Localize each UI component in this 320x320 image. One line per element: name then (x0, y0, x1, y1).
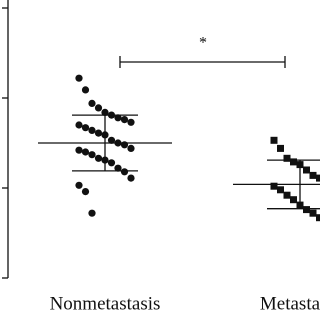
data-point (107, 136, 116, 144)
data-point (127, 144, 135, 152)
data-point (94, 154, 103, 162)
data-point (290, 196, 297, 204)
data-point (75, 74, 83, 82)
data-point (114, 114, 122, 122)
data-point (88, 99, 96, 107)
data-point (277, 186, 284, 194)
data-point (127, 174, 135, 182)
data-point (88, 126, 96, 134)
data-point (88, 209, 96, 217)
data-point (309, 171, 317, 179)
data-point (283, 154, 291, 162)
data-point (114, 164, 122, 172)
data-point (290, 158, 297, 166)
data-point (101, 108, 109, 116)
data-point (107, 159, 116, 167)
data-point (309, 209, 317, 217)
data-point (270, 136, 278, 144)
data-point (316, 214, 320, 222)
data-point (81, 188, 90, 196)
data-point (283, 191, 291, 199)
significance-star: * (199, 35, 207, 52)
data-point (81, 148, 90, 156)
data-point (75, 146, 83, 154)
x-tick-label: Metastasis (260, 293, 320, 314)
data-point (270, 182, 278, 190)
data-point (120, 141, 129, 149)
data-point (94, 129, 103, 137)
data-point (127, 118, 135, 126)
data-point (75, 121, 83, 129)
data-point (303, 166, 310, 174)
data-point (303, 206, 310, 214)
data-point (81, 124, 90, 132)
data-point (277, 144, 284, 152)
data-point (316, 174, 320, 182)
data-point (75, 181, 83, 189)
x-tick-label: Nonmetastasis (50, 293, 161, 314)
data-point (81, 86, 90, 94)
data-point (94, 104, 103, 112)
data-point (120, 168, 129, 176)
data-point (120, 116, 129, 124)
data-point (88, 151, 96, 159)
